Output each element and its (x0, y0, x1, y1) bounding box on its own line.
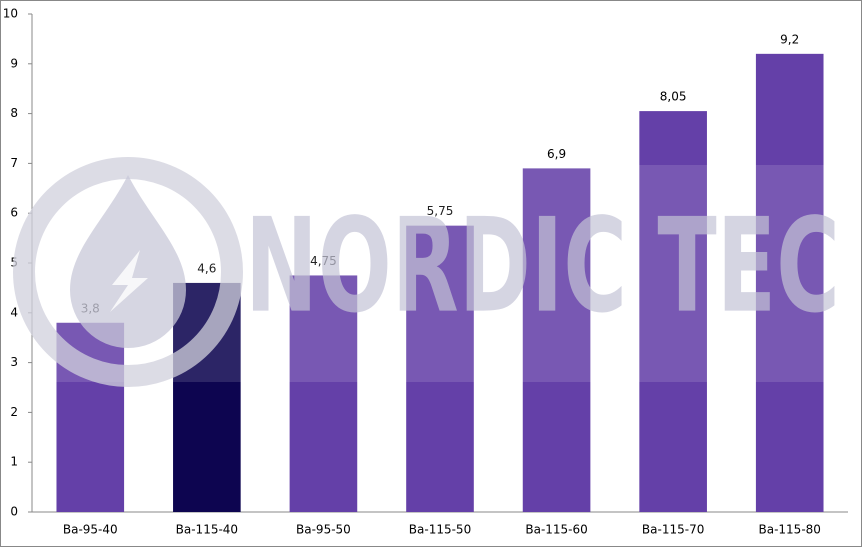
bar (289, 275, 358, 512)
x-tick-label: Ba-115-80 (759, 523, 821, 537)
y-tick-label: 1 (10, 455, 18, 469)
watermark-bolt (110, 250, 148, 312)
y-tick-label: 9 (10, 56, 18, 70)
x-tick-label: Ba-115-50 (409, 523, 471, 537)
data-label: 4,75 (310, 254, 337, 268)
x-tick-label: Ba-115-60 (525, 523, 587, 537)
x-tick-label: Ba-95-40 (63, 523, 118, 537)
bar (755, 53, 824, 513)
data-label: 5,75 (427, 204, 454, 218)
data-label: 9,2 (780, 32, 799, 46)
y-tick-label: 3 (10, 355, 18, 369)
bar (522, 168, 591, 512)
data-label: 8,05 (660, 90, 687, 104)
y-tick-label: 4 (10, 305, 18, 319)
bar (639, 111, 707, 513)
y-tick-label: 10 (3, 7, 18, 21)
bar (406, 225, 474, 512)
y-tick-label: 0 (10, 505, 18, 519)
watermark-logo (13, 157, 243, 387)
data-label: 4,6 (197, 261, 216, 275)
data-label: 6,9 (547, 147, 566, 161)
watermark-drop (70, 175, 186, 348)
x-tick-label: Ba-115-40 (176, 523, 238, 537)
y-tick-label: 6 (10, 206, 18, 220)
x-tick-label: Ba-95-50 (296, 523, 351, 537)
watermark-text: NORDIC TEC (245, 190, 840, 342)
y-tick-label: 8 (10, 106, 18, 120)
y-tick-label: 2 (10, 405, 18, 419)
x-tick-label: Ba-115-70 (642, 523, 704, 537)
y-tick-label: 7 (10, 156, 18, 170)
